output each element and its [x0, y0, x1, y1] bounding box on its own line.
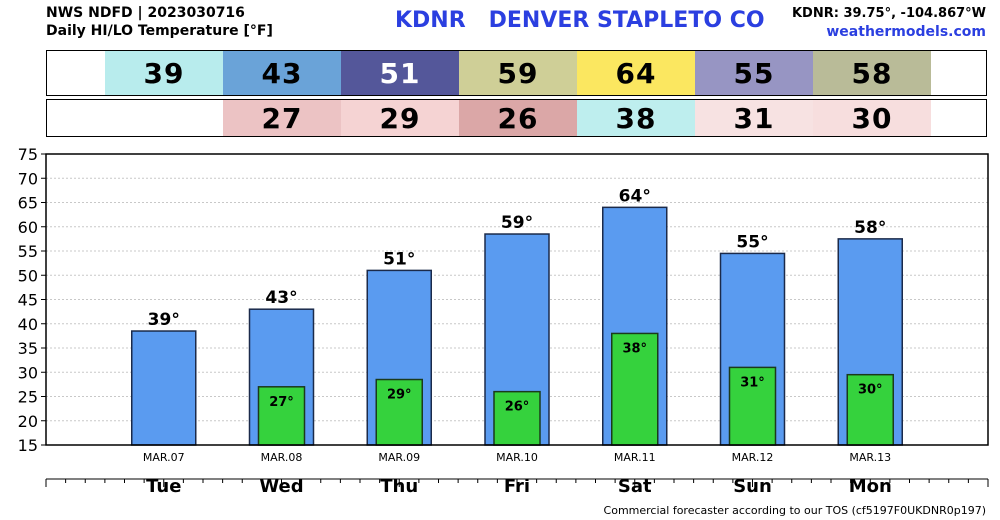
- y-tick-label: 15: [18, 436, 38, 455]
- low-bar-label: 26°: [505, 400, 530, 415]
- y-tick-label: 35: [18, 339, 38, 358]
- low-bar-label: 27°: [269, 395, 294, 410]
- footer-note: Commercial forecaster according to our T…: [603, 504, 986, 517]
- x-tick-label: MAR.10: [496, 451, 538, 464]
- y-tick-label: 60: [18, 218, 38, 237]
- low-bar-label: 31°: [740, 375, 765, 390]
- y-tick-label: 65: [18, 194, 38, 213]
- x-tick-label: MAR.12: [732, 451, 774, 464]
- x-tick-label: MAR.13: [849, 451, 891, 464]
- y-tick-label: 30: [18, 363, 38, 382]
- low-bar: [257, 386, 306, 446]
- low-temp-cell: 26: [459, 100, 577, 136]
- x-tick-label: MAR.09: [378, 451, 420, 464]
- x-tick-label: MAR.11: [614, 451, 656, 464]
- low-bar: [493, 390, 541, 446]
- high-bar-label: 43°: [265, 288, 297, 308]
- high-temp-cell: 51: [341, 51, 459, 95]
- high-temp-cell: 58: [813, 51, 931, 95]
- high-bar-label: 39°: [148, 310, 180, 330]
- model-run-label: NWS NDFD | 2023030716: [46, 5, 245, 21]
- y-tick-label: 70: [18, 169, 38, 188]
- bars: 39° 43° 27° 51° 29° 59° 26° 64° 38° 55° 31° 58° 30°: [131, 186, 903, 446]
- low-bar: [846, 373, 894, 446]
- high-temp-cell: 59: [459, 51, 577, 95]
- y-tick-label: 45: [18, 291, 38, 310]
- y-tick-label: 50: [18, 266, 38, 285]
- low-bar-label: 38°: [622, 341, 647, 356]
- low-temp-strip: 27 29 26 38 31 30: [46, 99, 987, 137]
- variable-label: Daily HI/LO Temperature [°F]: [46, 23, 273, 39]
- station-coords: KDNR: 39.75°, -104.867°W: [791, 6, 986, 21]
- high-bar: [131, 330, 197, 446]
- low-temp-cell: 38: [577, 100, 695, 136]
- low-temp-cell: 31: [695, 100, 813, 136]
- header-left: NWS NDFD | 2023030716 Daily HI/LO Temper…: [46, 4, 273, 40]
- header-right: KDNR: 39.75°, -104.867°W weathermodels.c…: [792, 4, 986, 42]
- low-temp-cell: 27: [223, 100, 341, 136]
- high-bar-label: 59°: [501, 213, 533, 233]
- site-link[interactable]: weathermodels.com: [826, 24, 986, 40]
- low-bar: [375, 378, 423, 446]
- high-bar-label: 51°: [383, 249, 415, 269]
- low-temp-cell: 29: [341, 100, 459, 136]
- x-tick-label: MAR.07: [143, 451, 185, 464]
- y-tick-label: 55: [18, 242, 38, 261]
- high-bar-label: 58°: [854, 218, 886, 238]
- plot-frame: [45, 153, 989, 446]
- y-tick-label: 25: [18, 388, 38, 407]
- high-bar-label: 64°: [619, 186, 651, 206]
- low-temp-cell: [105, 100, 223, 136]
- station-title: KDNR DENVER STAPLETO CO: [395, 8, 765, 33]
- y-tick-label: 40: [18, 315, 38, 334]
- high-temp-strip: 39 43 51 59 64 55 58: [46, 50, 987, 96]
- high-temp-cell: 55: [695, 51, 813, 95]
- high-temp-cell: 39: [105, 51, 223, 95]
- high-temp-cell: 64: [577, 51, 695, 95]
- low-bar: [611, 332, 659, 446]
- low-bar-label: 29°: [387, 388, 412, 403]
- y-tick-label: 20: [18, 412, 38, 431]
- axes: 15202530354045505560657075MAR.07TueMAR.0…: [18, 145, 989, 497]
- low-bar-label: 30°: [858, 383, 883, 398]
- x-tick-label: MAR.08: [261, 451, 303, 464]
- low-temp-cell: 30: [813, 100, 931, 136]
- high-temp-cell: 43: [223, 51, 341, 95]
- high-bar-label: 55°: [736, 232, 768, 252]
- y-tick-label: 75: [18, 145, 38, 164]
